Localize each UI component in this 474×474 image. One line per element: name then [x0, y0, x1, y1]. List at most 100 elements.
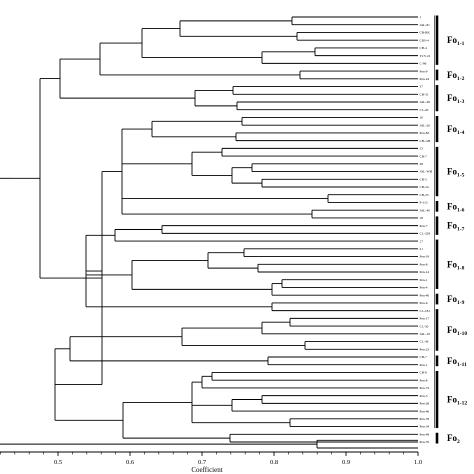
leaf-label: TCV-21	[420, 54, 431, 58]
leaf-label: Pen-19	[420, 255, 430, 259]
leaf-label: CB-4	[420, 46, 428, 50]
cluster-group-brackets: Fo1-1Fo1-2Fo1-3Fo1-4Fo1-5Fo1-6Fo1-7Fo1-8…	[434, 15, 467, 445]
group-label-main: Fo	[447, 70, 457, 80]
leaf-label: Pen-78	[420, 417, 430, 421]
axis-tick-label: 0.8	[270, 459, 278, 466]
group-label: Fo2	[447, 433, 460, 445]
leaf-label: Pen-4	[420, 286, 428, 290]
group-label-sub: 1-4	[457, 130, 465, 136]
axis-tick-label: 0.6	[126, 459, 135, 466]
group-label-main: Fo	[447, 221, 457, 231]
leaf-label: Pen-8	[420, 262, 428, 266]
group-label: Fo1-11	[447, 356, 467, 368]
leaf-label: Pen-24	[420, 77, 430, 81]
leaf-label: Pen-5	[420, 394, 428, 398]
leaf-label: 37	[420, 85, 424, 89]
leaf-label: CB-7	[420, 154, 428, 158]
group-label: Fo1-4	[447, 124, 465, 136]
axis-tick-label: 0.7	[198, 459, 207, 466]
group-label-main: Fo	[447, 93, 457, 103]
axis-tick-label: 0.9	[342, 459, 350, 466]
group-label-sub: 1-3	[457, 99, 465, 105]
leaf-label: Pen-49	[420, 432, 430, 436]
dendrogram-tree	[0, 16, 418, 449]
group-label-main: Fo	[447, 433, 457, 443]
leaf-label: 1	[420, 15, 422, 19]
group-label-main: Fo	[447, 201, 457, 211]
group-label-sub: 1-11	[457, 362, 467, 368]
leaf-label: CL-36	[420, 340, 429, 344]
leaf-label: Pen-74	[420, 386, 430, 390]
group-label-sub: 1-2	[457, 76, 465, 82]
leaf-label: CB-128	[420, 139, 431, 143]
leaf-label: 15	[420, 147, 424, 151]
group-label-main: Fo	[447, 259, 457, 269]
leaf-label: Pen-23	[420, 347, 430, 351]
leaf-label: CL-228	[420, 232, 431, 236]
group-label-sub: 1-8	[457, 265, 465, 271]
leaf-label: 10	[420, 116, 424, 120]
leaf-label: Pen-17	[420, 317, 430, 321]
leaf-label: JAL-WH	[420, 170, 433, 174]
group-label-main: Fo	[447, 35, 457, 45]
leaf-label: CB-25	[420, 193, 429, 197]
leaf-label: CB-9	[420, 371, 428, 375]
leaf-label: JAL-19	[420, 332, 431, 336]
group-label-sub: 1-9	[457, 300, 465, 306]
leaf-labels: 1 JAL-81 CB-RK CRS-4 CB-4 TCV-21 C-96 Pen-9 Pen-…	[420, 15, 433, 444]
leaf-label: CL-50	[420, 324, 429, 328]
leaf-label: Pen-6	[420, 301, 428, 305]
leaf-label: CB-31	[420, 92, 429, 96]
group-label-main: Fo	[447, 395, 457, 405]
leaf-label: Pen-46	[420, 409, 430, 413]
leaf-label: Pen-34	[420, 425, 430, 429]
leaf-label: JAL-28	[420, 100, 431, 104]
axis-tick-label: 1.0	[414, 459, 422, 466]
leaf-label: Pen-1	[420, 363, 428, 367]
leaf-label: C-96	[420, 62, 427, 66]
leaf-label: Pen-8	[420, 378, 428, 382]
group-label-sub: 1-12	[457, 401, 467, 407]
leaf-label: P-113	[420, 201, 428, 205]
group-label: Fo1-12	[447, 395, 467, 407]
leaf-label: CRS-4	[420, 38, 430, 42]
group-label-main: Fo	[447, 294, 457, 304]
leaf-label: CB-5	[420, 177, 428, 181]
leaf-label: JAL-81	[420, 23, 431, 27]
group-label: Fo1-9	[447, 294, 465, 306]
group-label-main: Fo	[447, 167, 457, 177]
axis-tick-label: 0.5	[54, 459, 62, 466]
axis-title: Coefficient	[191, 466, 222, 474]
group-label-sub: 2	[457, 439, 460, 445]
group-label: Fo1-2	[447, 70, 465, 82]
group-label: Fo1-6	[447, 201, 465, 213]
group-label: Fo1-1	[447, 35, 465, 47]
group-label-main: Fo	[447, 325, 457, 335]
leaf-label: CB-24	[420, 185, 429, 189]
leaf-label: Pen-1	[420, 278, 428, 282]
leaf-label: CB-7	[420, 355, 428, 359]
leaf-label: 21	[420, 247, 424, 251]
group-label-sub: 1-5	[457, 173, 465, 179]
leaf-label: CB-RK	[420, 31, 431, 35]
group-label-sub: 1-6	[457, 207, 465, 213]
group-label: Fo1-8	[447, 259, 465, 271]
group-label-main: Fo	[447, 124, 457, 134]
leaf-label: JAL-26	[420, 123, 431, 127]
leaf-label: Pen-82	[420, 131, 430, 135]
leaf-label: 18	[420, 216, 424, 220]
group-label: Fo1-10	[447, 325, 467, 337]
leaf-label: JAL-40	[420, 208, 431, 212]
leaf-label: Pen-70	[420, 440, 430, 444]
leaf-label: 17	[420, 239, 424, 243]
leaf-label: Pen-40	[420, 293, 430, 297]
leaf-label: CL-181	[420, 309, 431, 313]
leaf-label: Pen-28	[420, 402, 430, 406]
leaf-label: CL-20	[420, 108, 429, 112]
leaf-label: 38	[420, 162, 424, 166]
leaf-label: Pen-9	[420, 69, 428, 73]
group-label-sub: 1-10	[457, 331, 467, 337]
group-label: Fo1-7	[447, 221, 465, 233]
